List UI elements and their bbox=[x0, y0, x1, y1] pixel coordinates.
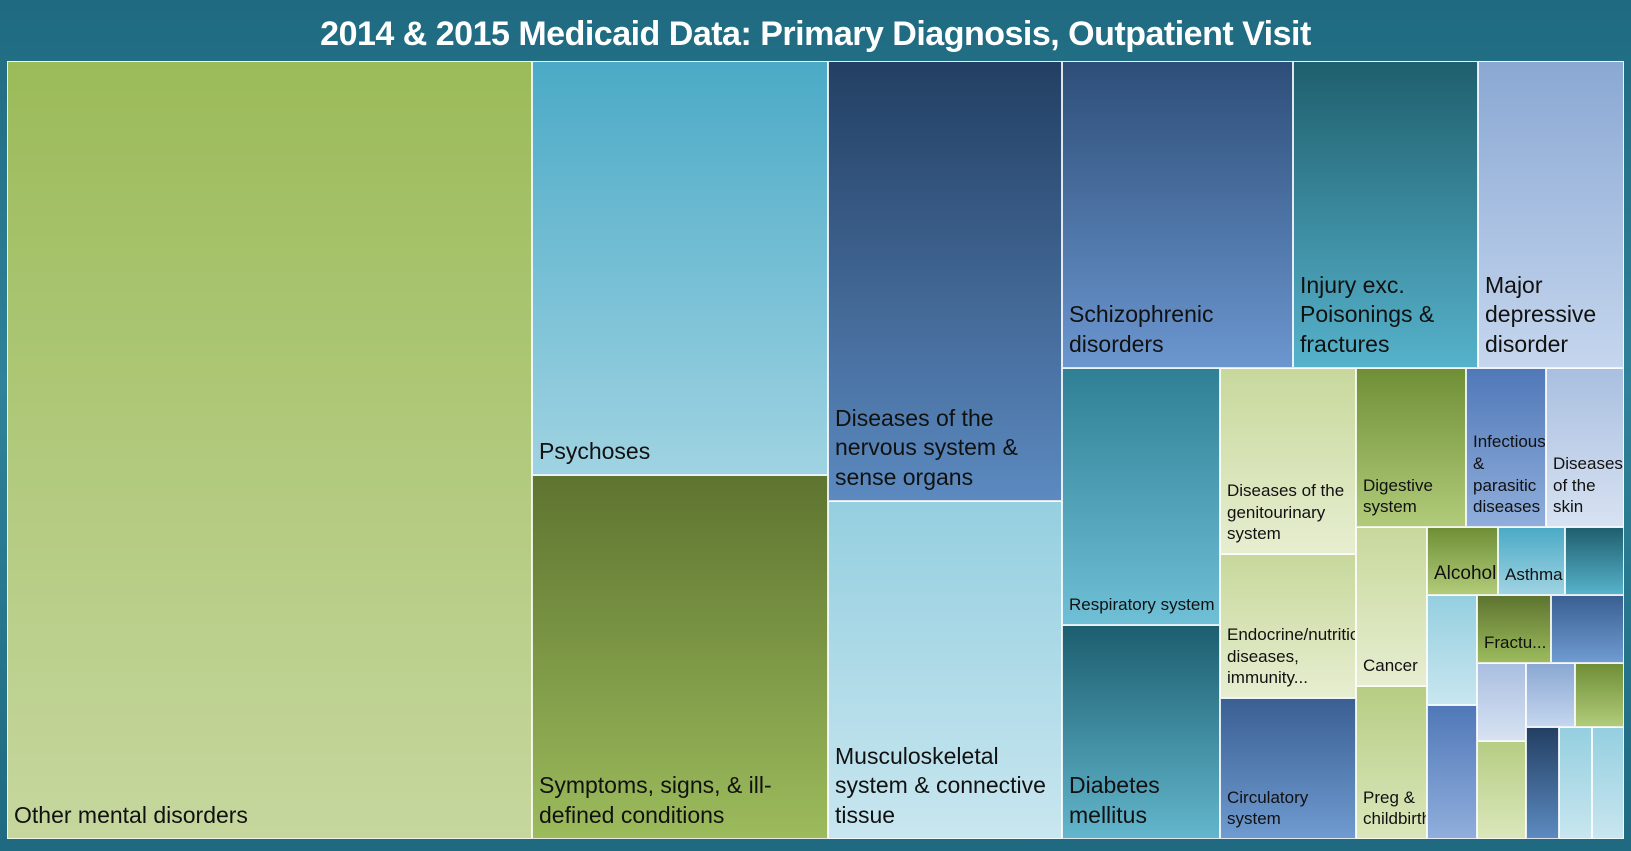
tile-other-mental-disorders[interactable]: Other mental disorders bbox=[7, 61, 532, 839]
treemap-plot: Other mental disorders Psychoses Symptom… bbox=[7, 61, 1624, 839]
tile-injury[interactable]: Injury exc. Poisonings & fractures bbox=[1293, 61, 1478, 368]
tile-endocrine[interactable]: Endocrine/nutritional/metabolic diseases… bbox=[1220, 554, 1356, 698]
tile-label: Diabetes mellitus bbox=[1069, 772, 1160, 828]
tile-alcohol[interactable]: Alcohol bbox=[1427, 527, 1498, 595]
tile-label: Other mental disorders bbox=[14, 801, 248, 828]
tile-label: Symptoms, signs, & ill-defined condition… bbox=[539, 772, 772, 828]
tile-preg-childbirth[interactable]: Preg & childbirth bbox=[1356, 686, 1427, 839]
tile-label: Endocrine/nutritional/metabolic diseases… bbox=[1227, 624, 1355, 688]
tile-diabetes-mellitus[interactable]: Diabetes mellitus bbox=[1062, 625, 1220, 839]
tile-unlabeled-6[interactable] bbox=[1575, 663, 1624, 727]
tile-label: Digestive system bbox=[1363, 475, 1433, 517]
tile-label: Psychoses bbox=[539, 437, 651, 464]
tile-label: Respiratory system bbox=[1069, 595, 1215, 615]
tile-respiratory-system[interactable]: Respiratory system bbox=[1062, 368, 1220, 625]
tile-symptoms-signs-ill-defined[interactable]: Symptoms, signs, & ill-defined condition… bbox=[532, 475, 828, 839]
tile-major-depressive[interactable]: Major depressive disorder bbox=[1478, 61, 1624, 368]
tile-unlabeled-2[interactable] bbox=[1427, 595, 1477, 705]
tile-label: Fractu... bbox=[1484, 633, 1547, 653]
tile-schizophrenic-disorders[interactable]: Schizophrenic disorders bbox=[1062, 61, 1293, 368]
tile-psychoses[interactable]: Psychoses bbox=[532, 61, 828, 475]
tile-label: Alcohol bbox=[1434, 562, 1497, 584]
tile-unlabeled-4[interactable] bbox=[1477, 663, 1526, 741]
tile-unlabeled-7[interactable] bbox=[1427, 705, 1477, 839]
tile-label: Infectious & parasitic diseases bbox=[1473, 432, 1546, 517]
tile-unlabeled-3[interactable] bbox=[1551, 595, 1624, 663]
tile-label: Major depressive disorder bbox=[1485, 271, 1597, 357]
tile-fractures[interactable]: Fractu... bbox=[1477, 595, 1551, 663]
tile-asthma[interactable]: Asthma bbox=[1498, 527, 1565, 595]
tile-label: Schizophrenic disorders bbox=[1069, 301, 1214, 357]
tile-label: Diseases of the genitourinary system bbox=[1227, 480, 1345, 544]
tile-digestive-system[interactable]: Digestive system bbox=[1356, 368, 1466, 527]
tile-unlabeled-11[interactable] bbox=[1592, 727, 1624, 839]
tile-label: Injury exc. Poisonings & fractures bbox=[1300, 271, 1435, 357]
chart-title: 2014 & 2015 Medicaid Data: Primary Diagn… bbox=[320, 15, 1311, 53]
tile-unlabeled-10[interactable] bbox=[1559, 727, 1592, 839]
tile-label: Asthma bbox=[1505, 565, 1563, 585]
tile-label: Circulatory system bbox=[1227, 787, 1309, 829]
tile-label: Preg & childbirth bbox=[1363, 787, 1427, 829]
tile-musculoskeletal[interactable]: Musculoskeletal system & connective tiss… bbox=[828, 501, 1062, 839]
tile-circulatory-system[interactable]: Circulatory system bbox=[1220, 698, 1356, 839]
tile-label: Cancer bbox=[1363, 656, 1418, 676]
tile-nervous-system[interactable]: Diseases of the nervous system & sense o… bbox=[828, 61, 1062, 501]
tile-unlabeled-1[interactable] bbox=[1565, 527, 1624, 595]
tile-diseases-of-skin[interactable]: Diseases of the skin bbox=[1546, 368, 1624, 527]
tile-label: Diseases of the skin bbox=[1553, 453, 1623, 517]
tile-genitourinary[interactable]: Diseases of the genitourinary system bbox=[1220, 368, 1356, 554]
tile-unlabeled-9[interactable] bbox=[1526, 727, 1559, 839]
tile-unlabeled-5[interactable] bbox=[1526, 663, 1575, 727]
tile-label: Diseases of the nervous system & sense o… bbox=[835, 404, 1018, 490]
tile-cancer[interactable]: Cancer bbox=[1356, 527, 1427, 686]
tile-label: Musculoskeletal system & connective tiss… bbox=[835, 742, 1046, 828]
tile-unlabeled-8[interactable] bbox=[1477, 741, 1526, 839]
tile-infectious-parasitic[interactable]: Infectious & parasitic diseases bbox=[1466, 368, 1546, 527]
